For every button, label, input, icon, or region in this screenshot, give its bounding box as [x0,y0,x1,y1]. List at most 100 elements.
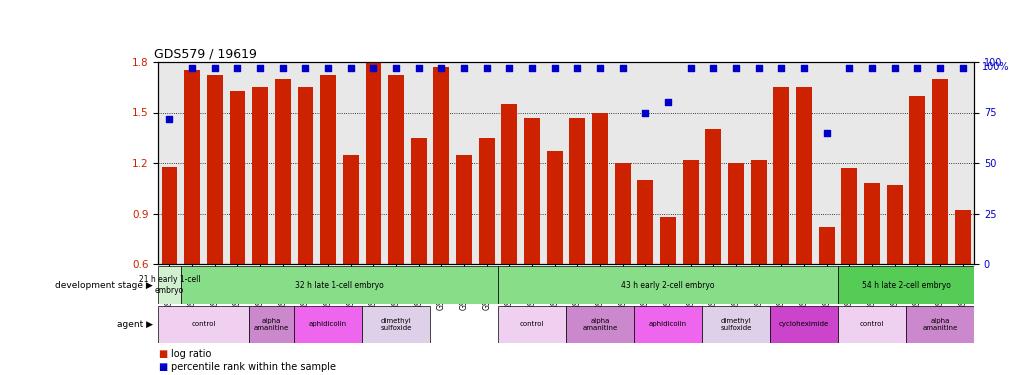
Point [569,65,585,71]
Text: aphidicolin: aphidicolin [648,321,687,327]
Point [591,65,607,71]
Text: ■: ■ [158,362,167,372]
Bar [614,163,630,264]
Bar [524,118,539,264]
Point [704,65,720,71]
Point [886,65,902,71]
Text: percentile rank within the sample: percentile rank within the sample [171,362,336,372]
Point [229,65,246,71]
Point [931,65,948,71]
Bar [298,87,313,264]
Text: alpha
amanitine: alpha amanitine [582,318,618,331]
Point [772,65,789,71]
Point [411,65,427,71]
Bar [931,79,947,264]
Bar [388,75,404,264]
Bar [252,87,268,264]
Bar [478,138,494,264]
Bar [180,266,497,304]
Bar [569,118,585,264]
Bar [701,306,769,343]
Bar [592,112,607,264]
Text: aphidicolin: aphidicolin [309,321,346,327]
Bar [411,138,426,264]
Bar [497,266,838,304]
Bar [433,67,449,264]
Bar [705,129,720,264]
Bar [455,154,472,264]
Bar [320,75,335,264]
Point [297,65,313,71]
Point [954,65,970,71]
Bar [769,306,838,343]
Point [387,65,404,71]
Bar [909,96,924,264]
Point [682,65,698,71]
Bar [796,87,811,264]
Text: log ratio: log ratio [171,349,212,359]
Text: control: control [859,321,883,327]
Bar [863,183,879,264]
Point [908,65,924,71]
Bar [838,266,973,304]
Text: alpha
amanitine: alpha amanitine [921,318,957,331]
Bar [158,306,249,343]
Bar [501,104,517,264]
Bar [362,306,430,343]
Point [433,65,449,71]
Bar [772,87,789,264]
Bar [229,91,246,264]
Point [252,65,268,71]
Point [818,130,835,136]
Point [863,65,879,71]
Bar [682,160,698,264]
Bar [841,168,857,264]
Point [614,65,631,71]
Point [183,65,200,71]
Bar [886,185,902,264]
Point [728,65,744,71]
Point [455,65,472,71]
Bar [954,210,970,264]
Text: 21 h early 1-cell
embryo: 21 h early 1-cell embryo [139,275,200,295]
Bar [365,62,381,264]
Bar [750,160,766,264]
Bar [184,70,200,264]
Point [161,116,177,122]
Bar [274,79,290,264]
Point [320,65,336,71]
Text: GDS579 / 19619: GDS579 / 19619 [154,48,257,61]
Text: cycloheximide: cycloheximide [779,321,828,327]
Point [207,65,223,71]
Text: dimethyl
sulfoxide: dimethyl sulfoxide [719,318,751,331]
Point [795,65,811,71]
Bar [566,306,634,343]
Point [546,65,562,71]
Point [841,65,857,71]
Text: 100%: 100% [981,62,1009,72]
Text: ■: ■ [158,349,167,359]
Text: 43 h early 2-cell embryo: 43 h early 2-cell embryo [621,280,714,290]
Text: 54 h late 2-cell embryo: 54 h late 2-cell embryo [861,280,950,290]
Bar [634,306,701,343]
Point [500,65,517,71]
Bar [546,151,562,264]
Point [342,65,359,71]
Bar [161,166,177,264]
Bar [659,217,676,264]
Text: dimethyl
sulfoxide: dimethyl sulfoxide [380,318,412,331]
Point [637,110,653,116]
Point [750,65,766,71]
Bar [818,227,834,264]
Point [659,99,676,105]
Text: alpha
amanitine: alpha amanitine [254,318,288,331]
Bar [838,306,905,343]
Text: control: control [191,321,215,327]
Bar [342,154,359,264]
Bar [249,306,293,343]
Point [478,65,494,71]
Text: development stage ▶: development stage ▶ [55,280,153,290]
Bar [158,266,180,304]
Bar [293,306,362,343]
Bar [905,306,973,343]
